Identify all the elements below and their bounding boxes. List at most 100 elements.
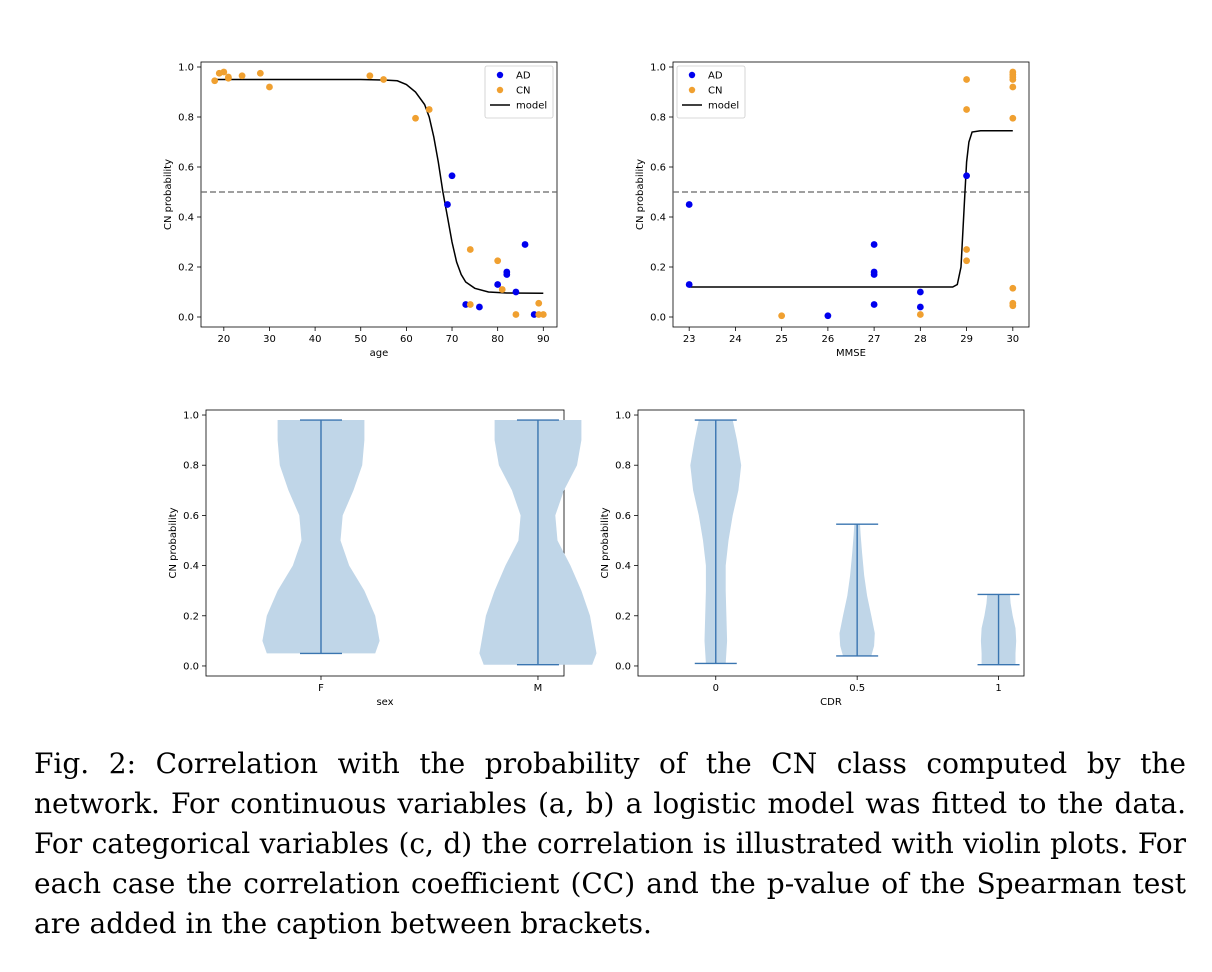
x-tick-label: 50 — [354, 334, 367, 345]
point-cn — [256, 69, 264, 77]
point-cn — [539, 311, 547, 318]
y-tick-label: 1.0 — [178, 63, 194, 74]
y-tick-label: 0.6 — [178, 163, 194, 174]
y-tick-label: 0.6 — [183, 511, 199, 522]
point-ad — [521, 241, 529, 248]
point-cn — [238, 72, 246, 80]
point-cn — [778, 312, 786, 320]
x-tick-label: 80 — [491, 334, 504, 345]
model-curve — [214, 78, 544, 295]
x-tick-label: 30 — [1006, 334, 1019, 345]
y-tick-label: 0.2 — [615, 611, 631, 622]
y-tick-label: 0.2 — [650, 263, 666, 274]
y-axis-label: CN probability — [635, 159, 646, 230]
legend-label-ad: AD — [516, 71, 531, 82]
point-ad — [512, 288, 520, 296]
point-cn — [963, 106, 970, 113]
x-tick-label: 25 — [775, 334, 788, 345]
point-ad — [870, 271, 878, 278]
legend-label-model: model — [516, 101, 547, 112]
figure-caption: Fig. 2: Correlation with the probability… — [34, 747, 1186, 940]
x-axis-label: MMSE — [836, 348, 866, 359]
point-cn — [1009, 114, 1017, 122]
y-tick-label: 0.2 — [183, 611, 199, 622]
point-ad — [870, 301, 878, 308]
point-ad — [685, 281, 693, 288]
y-tick-label: 0.0 — [183, 661, 199, 672]
plot-frame — [672, 61, 1030, 328]
x-tick-label: 1 — [995, 683, 1001, 694]
y-axis-label: CN probability — [168, 507, 179, 578]
point-ad — [444, 201, 451, 208]
y-tick-label: 0.0 — [615, 661, 631, 672]
model-curve — [689, 130, 1013, 288]
x-tick-label: 60 — [400, 334, 413, 345]
legend-marker-ad — [496, 71, 504, 79]
point-ad — [503, 268, 511, 276]
point-cn — [916, 311, 924, 318]
y-tick-label: 0.4 — [650, 213, 666, 224]
point-ad — [685, 201, 693, 208]
x-tick-label: 28 — [914, 334, 927, 345]
panel-mmse-scatter: 0.0 0.2 0.4 0.6 0.8 1.0 23 24 25 26 27 28 29 30 MMSE CN… — [635, 61, 1030, 359]
legend-label-model: model — [708, 101, 739, 112]
point-cn — [1009, 302, 1017, 310]
point-cn — [412, 114, 419, 122]
y-tick-label: 0.2 — [178, 263, 194, 274]
point-cn — [512, 311, 520, 318]
point-ad — [824, 312, 832, 320]
panel-age-scatter: 0.0 0.2 0.4 0.6 0.8 1.0 20 30 40 50 60 70 80 90 age CN … — [163, 61, 558, 359]
point-ad — [448, 172, 456, 180]
x-tick-label: 0 — [713, 683, 719, 694]
point-cn — [494, 257, 502, 265]
point-ad — [476, 303, 483, 311]
point-ad — [494, 281, 502, 288]
point-ad — [916, 303, 924, 311]
y-tick-label: 0.4 — [178, 213, 194, 224]
y-axis-label: CN probability — [163, 159, 174, 230]
x-tick-label: M — [534, 683, 543, 694]
x-tick-label: 90 — [537, 334, 550, 345]
point-cn — [380, 76, 387, 83]
point-cn — [963, 76, 970, 83]
legend-marker-cn — [688, 86, 696, 94]
y-tick-label: 0.4 — [183, 561, 199, 572]
point-cn — [1009, 284, 1017, 292]
y-tick-label: 1.0 — [650, 63, 666, 74]
point-ad — [963, 172, 970, 180]
x-axis-label: age — [370, 348, 389, 359]
y-tick-label: 0.8 — [183, 461, 199, 472]
y-tick-label: 0.4 — [615, 561, 631, 572]
legend-marker-ad — [688, 71, 696, 79]
legend-label-cn: CN — [708, 86, 722, 97]
plot-frame — [200, 61, 558, 328]
y-tick-label: 0.6 — [615, 511, 631, 522]
point-cn — [498, 286, 506, 293]
x-tick-label: 23 — [683, 334, 696, 345]
point-ad — [916, 288, 924, 296]
point-cn — [211, 77, 219, 85]
y-tick-label: 0.8 — [178, 113, 194, 124]
x-tick-label: 30 — [263, 334, 276, 345]
point-cn — [1009, 76, 1017, 83]
point-cn — [963, 257, 970, 265]
plot-frame — [637, 409, 1025, 677]
plot-frame — [205, 409, 565, 677]
point-cn — [466, 301, 474, 308]
x-tick-label: 40 — [309, 334, 322, 345]
x-tick-label: 27 — [868, 334, 881, 345]
point-cn — [220, 68, 228, 76]
y-tick-label: 1.0 — [615, 411, 631, 422]
x-axis-label: CDR — [820, 697, 842, 708]
y-tick-label: 0.8 — [615, 461, 631, 472]
panel-cdr-violin: 0.0 0.2 0.4 0.6 0.8 1.0 0 0.5 1 CDR CN probability — [600, 409, 1025, 708]
legend-marker-cn — [496, 86, 504, 94]
x-tick-label: 24 — [729, 334, 742, 345]
y-tick-label: 0.8 — [650, 113, 666, 124]
x-tick-label: 20 — [217, 334, 230, 345]
x-tick-label: 26 — [822, 334, 835, 345]
x-tick-label: 29 — [960, 334, 973, 345]
point-cn — [425, 106, 433, 113]
point-cn — [535, 299, 543, 307]
